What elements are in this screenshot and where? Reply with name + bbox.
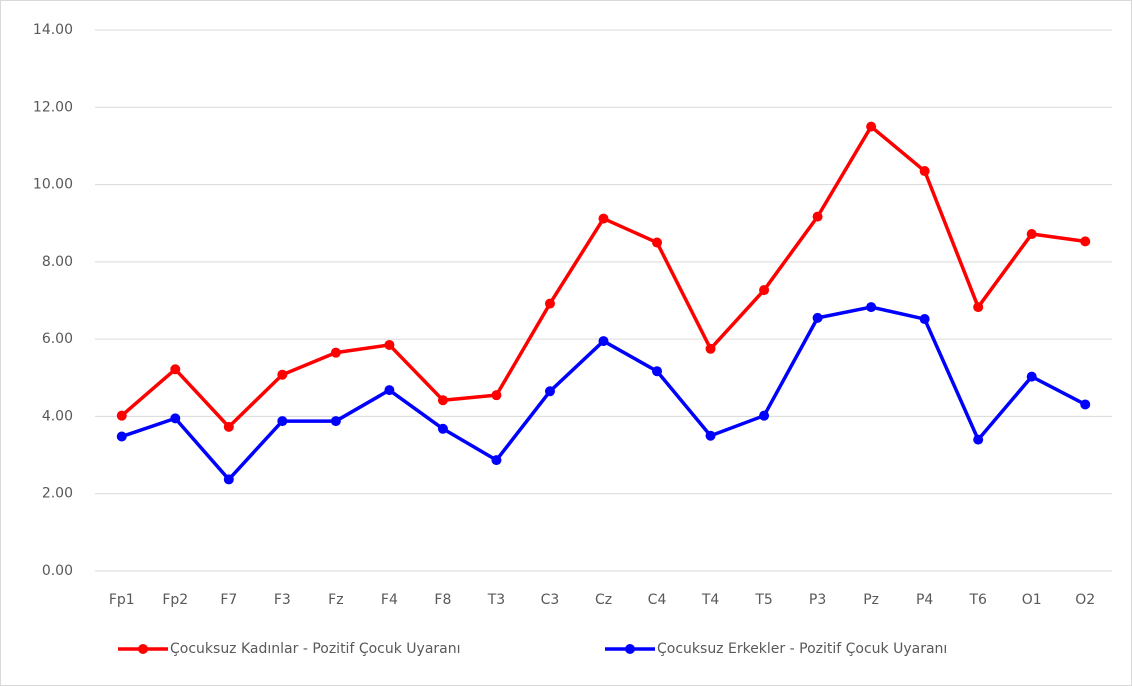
x-tick-label: C3 <box>541 592 560 608</box>
x-tick-label: T4 <box>701 592 720 608</box>
y-tick-label: 0.00 <box>42 563 73 579</box>
data-point <box>170 364 181 375</box>
y-tick-label: 10.00 <box>33 177 73 193</box>
data-point <box>705 430 716 441</box>
data-point <box>1026 371 1037 382</box>
x-tick-label: Cz <box>595 592 612 608</box>
y-tick-label: 6.00 <box>42 331 73 347</box>
data-point <box>277 416 288 427</box>
x-tick-label: T5 <box>754 592 772 608</box>
x-tick-label: Fz <box>328 592 343 608</box>
data-point <box>544 298 555 309</box>
data-point <box>598 213 609 224</box>
y-tick-label: 4.00 <box>42 408 73 424</box>
data-point <box>812 312 823 323</box>
data-point <box>384 385 395 396</box>
data-point <box>866 121 877 132</box>
data-point <box>437 395 448 406</box>
y-tick-label: 2.00 <box>42 486 73 502</box>
y-tick-label: 8.00 <box>42 254 73 270</box>
data-point <box>1026 229 1037 240</box>
legend-marker <box>138 644 148 654</box>
legend-label: Çocuksuz Erkekler - Pozitif Çocuk Uyaran… <box>657 641 947 657</box>
data-point <box>812 211 823 222</box>
data-point <box>491 390 502 401</box>
data-point <box>652 366 663 377</box>
data-point <box>277 369 288 380</box>
data-point <box>170 413 181 424</box>
data-point <box>652 237 663 248</box>
data-point <box>598 336 609 347</box>
data-point <box>759 285 770 296</box>
x-tick-label: F3 <box>274 592 291 608</box>
data-point <box>491 455 502 466</box>
x-tick-label: F4 <box>381 592 398 608</box>
data-point <box>973 302 984 313</box>
data-point <box>116 431 127 442</box>
data-point <box>437 423 448 434</box>
data-point <box>1080 399 1091 410</box>
x-tick-label: C4 <box>648 592 667 608</box>
data-point <box>759 410 770 421</box>
y-tick-label: 14.00 <box>33 22 73 38</box>
legend-label: Çocuksuz Kadınlar - Pozitif Çocuk Uyaran… <box>170 641 461 657</box>
data-point <box>1080 236 1091 247</box>
data-point <box>223 421 234 432</box>
x-tick-label: F8 <box>434 592 451 608</box>
data-point <box>866 302 877 313</box>
x-tick-label: O1 <box>1022 592 1042 608</box>
x-tick-label: T6 <box>968 592 987 608</box>
x-tick-label: T3 <box>487 592 505 608</box>
y-tick-label: 12.00 <box>33 99 73 115</box>
data-point <box>384 339 395 350</box>
x-tick-label: Fp1 <box>109 592 135 608</box>
data-point <box>973 434 984 445</box>
data-point <box>223 474 234 485</box>
data-point <box>116 410 127 421</box>
x-tick-label: P3 <box>809 592 826 608</box>
data-point <box>330 347 341 358</box>
data-point <box>919 166 930 177</box>
data-point <box>919 314 930 325</box>
data-point <box>544 386 555 397</box>
x-tick-label: F7 <box>220 592 237 608</box>
legend-marker <box>625 644 635 654</box>
data-point <box>705 343 716 354</box>
x-tick-label: P4 <box>916 592 933 608</box>
x-tick-label: O2 <box>1075 592 1095 608</box>
data-point <box>330 416 341 427</box>
x-tick-label: Pz <box>863 592 879 608</box>
x-tick-label: Fp2 <box>162 592 188 608</box>
